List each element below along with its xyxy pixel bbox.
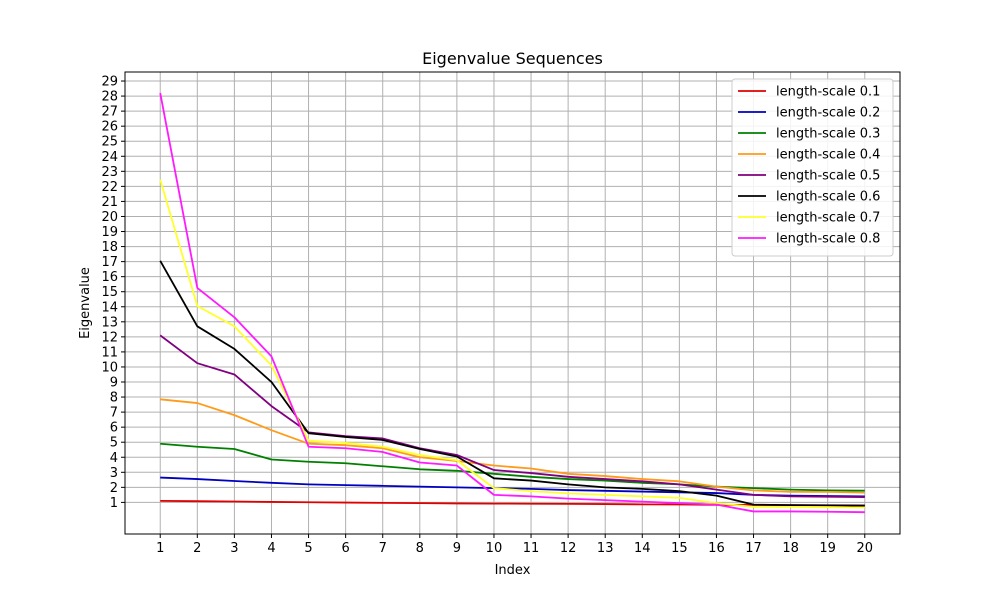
series-line-length-scale-0-6 [159,260,865,507]
y-tick-label: 29 [101,75,118,90]
legend-label: length-scale 0.8 [776,232,880,247]
x-tick-label: 3 [230,541,238,556]
y-tick-label: 6 [110,421,118,436]
x-tick-label: 6 [341,541,349,556]
series-line-length-scale-0-7 [159,179,865,509]
legend-label: length-scale 0.3 [776,127,880,142]
legend-label: length-scale 0.6 [776,190,880,205]
x-tick-label: 20 [856,541,873,556]
y-tick-label: 25 [101,135,118,150]
y-tick-label: 13 [101,315,118,330]
legend-label: length-scale 0.7 [776,211,880,226]
y-tick-label: 15 [101,285,118,300]
series-line-length-scale-0-8 [159,92,865,514]
y-tick-label: 2 [110,481,118,496]
x-tick-label: 15 [671,541,688,556]
y-tick-label: 24 [101,150,118,165]
y-tick-label: 12 [101,330,118,345]
y-tick-label: 28 [101,90,118,105]
y-tick-label: 10 [101,360,118,375]
axis-ticks: 1 2 3 4 5 6 7 8 9 10 11 12 13 14 15 16 17 18 19 20123456789… [101,75,873,556]
x-tick-label: 12 [560,541,577,556]
x-tick-label: 14 [634,541,651,556]
series-line-length-scale-0-5 [159,334,865,499]
x-tick-label: 4 [267,541,275,556]
x-tick-label: 8 [416,541,424,556]
y-axis-label: Eigenvalue [78,267,93,339]
y-tick-label: 1 [110,496,118,511]
y-tick-label: 11 [101,345,118,360]
y-tick-label: 23 [101,165,118,180]
legend-label: length-scale 0.1 [776,85,880,100]
legend-label: length-scale 0.2 [776,106,880,121]
x-tick-label: 17 [745,541,762,556]
y-tick-label: 26 [101,120,118,135]
y-tick-label: 14 [101,300,118,315]
x-tick-label: 16 [708,541,725,556]
series-line-length-scale-0-3 [160,442,865,492]
series-line-length-scale-0-4 [160,398,865,494]
series-line-length-scale-0-1 [160,499,865,507]
x-tick-label: 18 [782,541,799,556]
y-tick-label: 19 [101,225,118,240]
y-tick-label: 18 [101,240,118,255]
y-tick-label: 9 [110,376,118,391]
y-tick-label: 22 [101,180,118,195]
y-tick-label: 8 [110,391,118,406]
x-tick-label: 13 [597,541,614,556]
legend-label: length-scale 0.4 [776,148,880,163]
x-tick-label: 7 [379,541,387,556]
y-tick-label: 7 [110,406,118,421]
x-tick-label: 5 [304,541,312,556]
y-tick-label: 27 [101,105,118,120]
y-tick-label: 17 [101,255,118,270]
legend-label: length-scale 0.5 [776,169,880,184]
series-lines [159,92,865,514]
x-tick-label: 2 [193,541,201,556]
legend-box [731,78,894,257]
chart-title: Eigenvalue Sequences [422,49,603,68]
legend: length-scale 0.1 length-scale 0.2 length-s… [731,78,894,257]
x-tick-label: 10 [486,541,503,556]
x-tick-label: 19 [819,541,836,556]
y-tick-label: 20 [101,210,118,225]
y-tick-label: 3 [110,466,118,481]
x-axis-label: Index [495,563,531,578]
x-tick-label: 9 [453,541,461,556]
plot-area-frame [124,71,901,535]
x-tick-label: 1 [156,541,164,556]
x-tick-label: 11 [523,541,540,556]
y-tick-label: 21 [101,195,118,210]
y-tick-label: 4 [110,451,118,466]
y-tick-label: 16 [101,270,118,285]
y-tick-label: 5 [110,436,118,451]
